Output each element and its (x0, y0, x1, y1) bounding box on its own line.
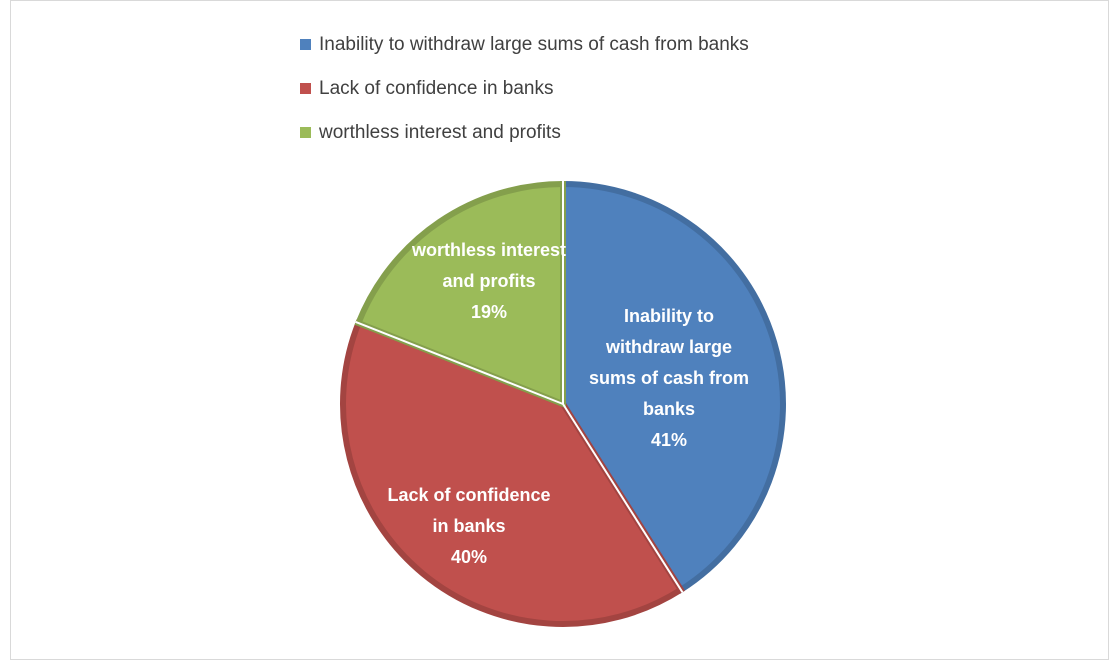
chart-legend: Inability to withdraw large sums of cash… (300, 32, 749, 164)
data-label-percent: 19% (471, 302, 507, 322)
data-label-percent: 40% (451, 547, 487, 567)
pie-slice-worthless-interest (354, 180, 566, 409)
slice-separator (562, 403, 684, 593)
data-label-text: worthless interest (411, 240, 566, 260)
legend-label: Inability to withdraw large sums of cash… (319, 34, 749, 55)
data-label-text: and profits (443, 271, 536, 291)
data-label-worthless-interest: worthless interest and profits 19% (411, 240, 566, 322)
data-label-text: Lack of confidence (387, 485, 550, 505)
legend-item-inability-to-withdraw: Inability to withdraw large sums of cash… (300, 32, 749, 57)
data-label-lack-of-confidence: Lack of confidence in banks 40% (387, 485, 550, 567)
data-label-percent: 41% (651, 430, 687, 450)
legend-label: Lack of confidence in banks (319, 78, 554, 99)
legend-swatch-green (300, 127, 311, 138)
data-label-text: in banks (432, 516, 505, 536)
legend-item-worthless-interest: worthless interest and profits (300, 120, 749, 145)
legend-swatch-blue (300, 39, 311, 50)
data-label-text: banks (643, 399, 695, 419)
data-label-text: sums of cash from (589, 368, 749, 388)
data-label-text: withdraw large (605, 337, 732, 357)
legend-swatch-red (300, 83, 311, 94)
pie-chart: Inability to withdraw large sums of cash f… (340, 180, 786, 627)
data-label-text: Inability to (624, 306, 714, 326)
data-label-inability-to-withdraw: Inability to withdraw large sums of cash f… (589, 306, 749, 450)
pie-slice-lack-of-confidence (340, 319, 686, 627)
legend-label: worthless interest and profits (319, 122, 561, 143)
slice-separator (355, 320, 564, 405)
legend-item-lack-of-confidence: Lack of confidence in banks (300, 76, 749, 101)
